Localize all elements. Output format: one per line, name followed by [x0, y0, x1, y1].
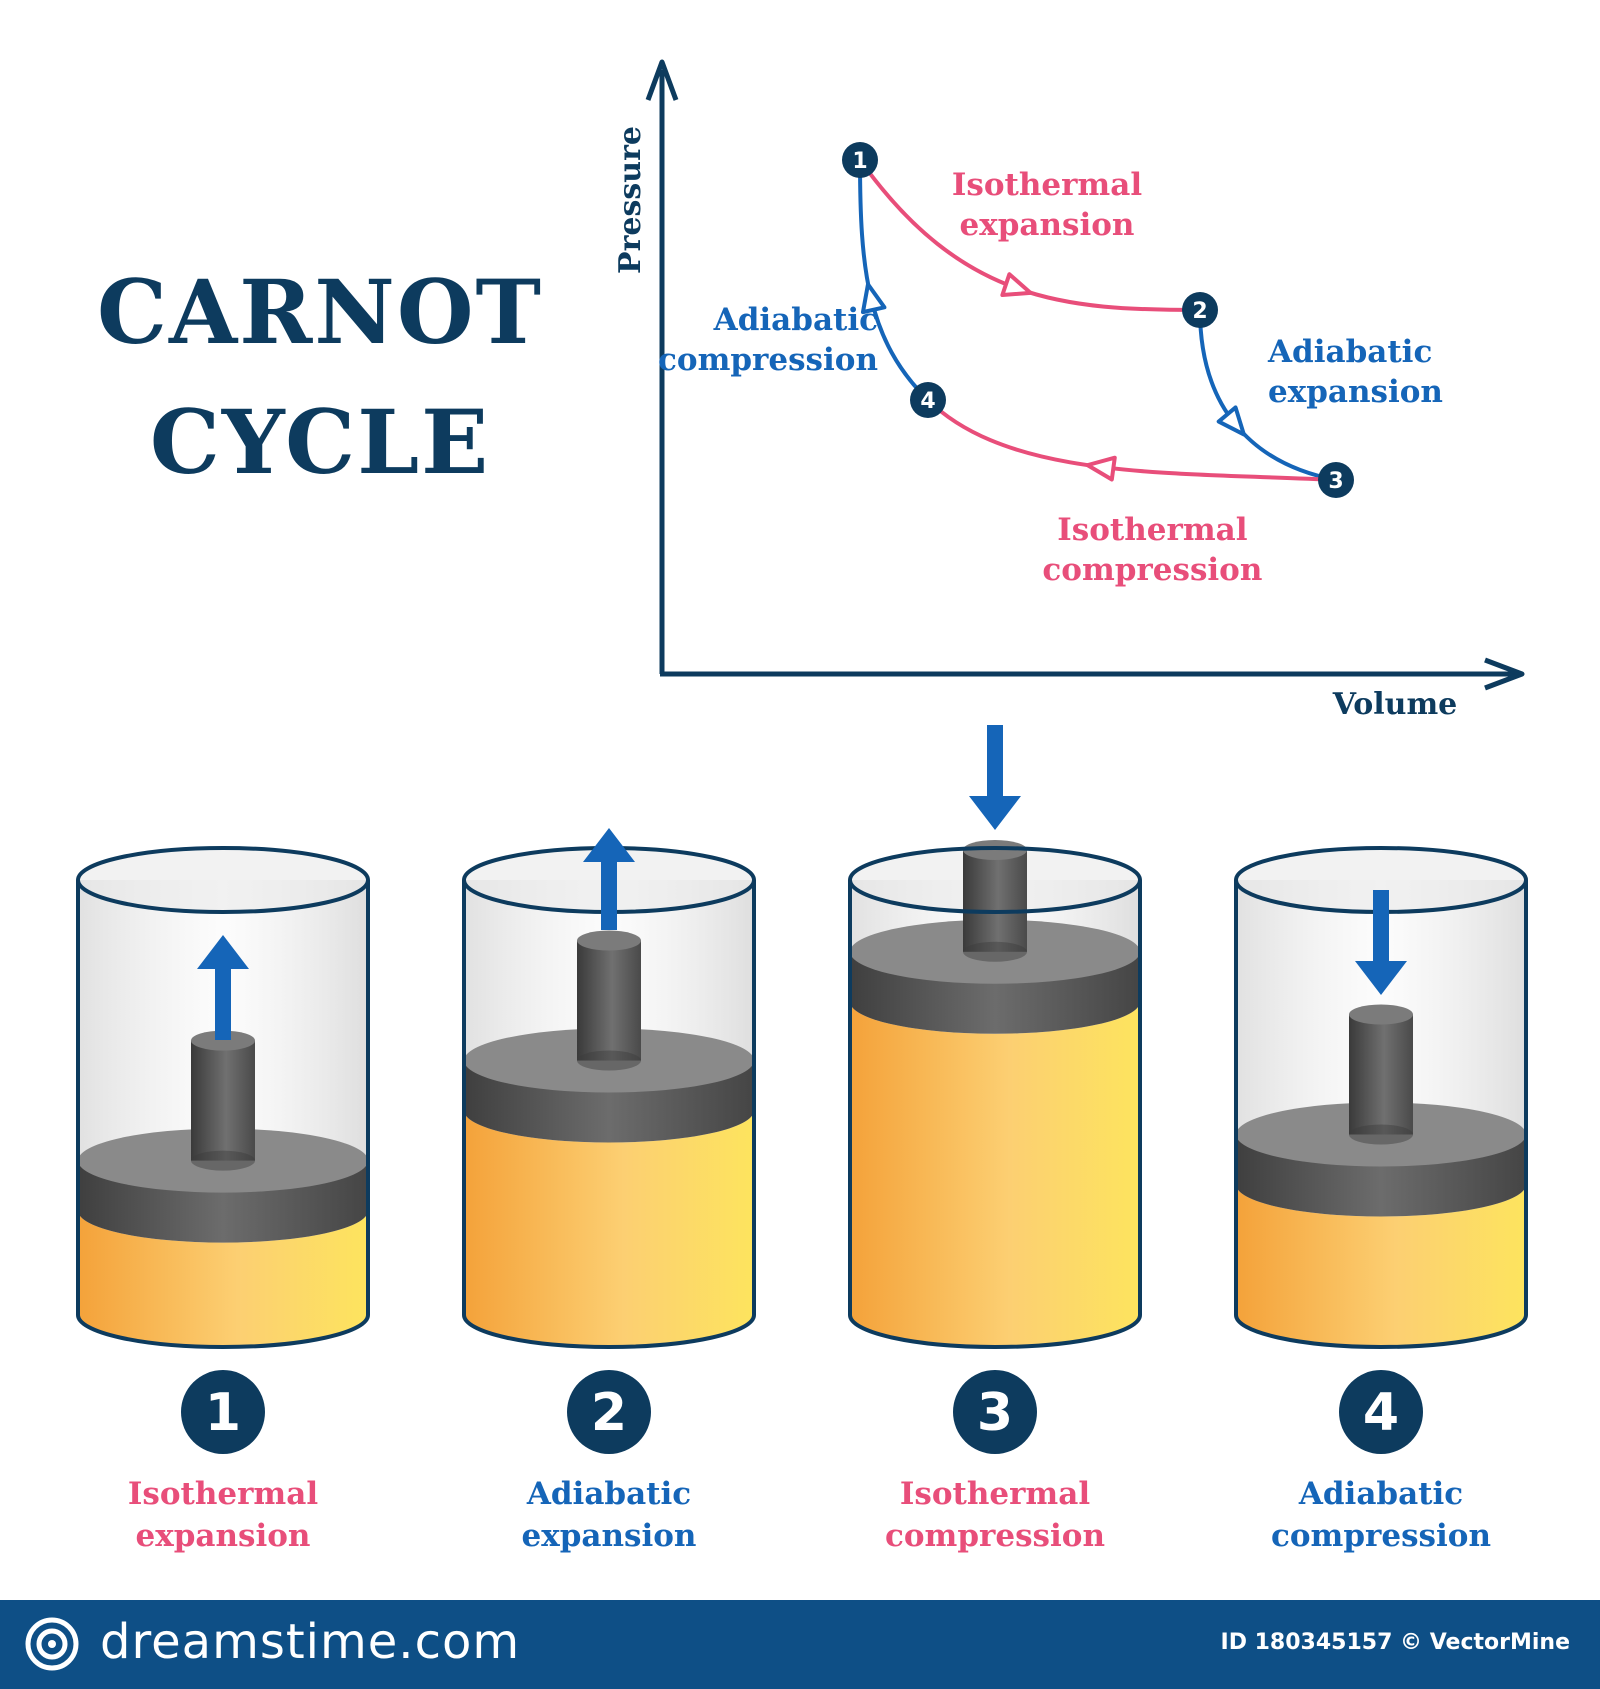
arrow-down-icon [969, 725, 1021, 830]
cylinder-rim [848, 846, 1142, 914]
piston-rod [963, 850, 1027, 952]
y-axis-arrowhead [645, 59, 679, 101]
state-point-1 [842, 142, 878, 178]
gas-volume [464, 1110, 754, 1347]
cylinder-rim [76, 846, 370, 914]
cylinder-outline [1234, 880, 1528, 1349]
stage-number-1: 1 [205, 1383, 241, 1443]
gas-volume [1236, 1184, 1526, 1347]
cylinder-outline [462, 880, 756, 1349]
state-point-label-1: 1 [852, 149, 867, 174]
stage-badge-3 [953, 1370, 1037, 1454]
gas-volume [850, 1001, 1140, 1347]
state-point-label-3: 3 [1328, 469, 1343, 494]
direction-arrow-1-2 [1000, 272, 1033, 298]
cylinder-outline [76, 880, 370, 1349]
process-label-2-3: Adiabatic expansion [1267, 334, 1443, 410]
footer-bar: dreamstime.com ID 180345157 © VectorMine [0, 1600, 1600, 1689]
cylinder-1 [76, 846, 370, 1349]
arrow-up-icon [197, 935, 249, 1040]
stage-number-2: 2 [591, 1383, 627, 1443]
footer-brand[interactable]: dreamstime.com [100, 1614, 521, 1670]
piston-rod [577, 940, 641, 1061]
title-line-2: CYCLE [149, 390, 491, 494]
cylinder-2 [462, 828, 756, 1349]
piston-rod [191, 1040, 255, 1161]
direction-arrow-3-4 [1085, 455, 1117, 482]
stage-number-3: 3 [977, 1383, 1013, 1443]
footer-credit: ID 180345157 © VectorMine [1220, 1630, 1570, 1655]
state-point-label-2: 2 [1192, 299, 1207, 324]
stage-number-4: 4 [1363, 1383, 1399, 1443]
gas-volume [78, 1210, 368, 1347]
x-axis-arrowhead [1484, 657, 1525, 691]
y-axis-label: Pressure [613, 126, 648, 274]
x-axis-label: Volume [1332, 687, 1458, 722]
process-curve-3-4 [926, 398, 1337, 482]
cylinder-outline [848, 880, 1142, 1349]
cylinder-3 [848, 725, 1142, 1349]
process-label-1-2: Isothermal expansion [952, 167, 1142, 243]
direction-arrow-2-3 [1216, 405, 1246, 437]
stage-badge-2 [567, 1370, 651, 1454]
state-point-3 [1318, 462, 1354, 498]
dreamstime-logo-icon [25, 1617, 79, 1671]
stage-caption-1: Isothermal expansion [128, 1476, 318, 1554]
stage-badge-1 [181, 1370, 265, 1454]
stage-badge-4 [1339, 1370, 1423, 1454]
state-point-2 [1182, 292, 1218, 328]
direction-arrow-4-1 [860, 282, 887, 315]
stage-caption-4: Adiabatic compression [1271, 1476, 1491, 1554]
state-point-label-4: 4 [920, 389, 935, 414]
state-point-4 [910, 382, 946, 418]
arrow-up-icon [583, 828, 635, 930]
piston-rod [1349, 1014, 1413, 1135]
stage-caption-2: Adiabatic expansion [522, 1476, 697, 1554]
title-line-1: CARNOT [96, 260, 544, 364]
process-label-4-1: Adiabatic compression [658, 302, 878, 378]
cylinder-4 [1234, 846, 1528, 1349]
chart-axes: Pressure Volume [613, 59, 1525, 722]
stage-caption-3: Isothermal compression [885, 1476, 1105, 1554]
process-label-3-4: Isothermal compression [1042, 512, 1262, 588]
arrow-down-icon [1355, 890, 1407, 995]
